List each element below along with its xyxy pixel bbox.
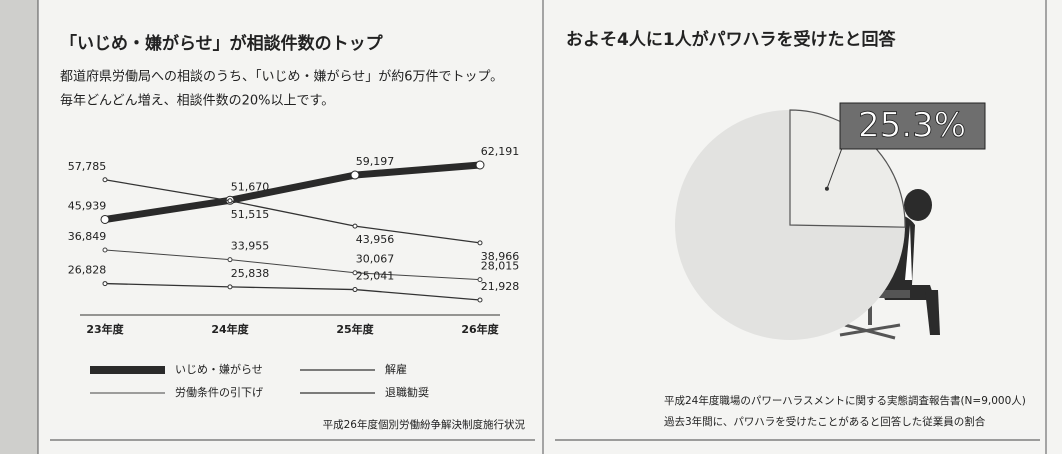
data-label: 21,928	[481, 280, 520, 293]
data-label: 25,838	[231, 267, 270, 280]
x-tick-label: 24年度	[211, 322, 249, 336]
data-label: 30,067	[356, 253, 395, 266]
legend-label: 労働条件の引下げ	[175, 385, 263, 399]
label-box	[839, 102, 986, 150]
point-marker	[227, 284, 233, 290]
point-marker	[477, 277, 483, 283]
data-label: 28,015	[481, 260, 520, 273]
data-label: 51,670	[231, 180, 270, 193]
data-label: 38,966	[481, 250, 520, 263]
point-marker	[227, 198, 233, 204]
subtitle: 毎年どんどん増え、相談件数の20%以上です。	[60, 93, 334, 109]
point-marker	[350, 170, 360, 180]
line	[104, 161, 481, 223]
point-marker	[352, 287, 358, 293]
point-marker	[475, 160, 485, 170]
point-marker	[102, 177, 108, 183]
legend-swatch	[90, 366, 165, 374]
x-tick-label: 25年度	[336, 322, 374, 336]
x-tick-label: 23年度	[86, 322, 124, 336]
point-marker	[477, 240, 483, 246]
data-label: 59,197	[356, 155, 395, 168]
point-marker	[352, 223, 358, 229]
legend-label: 解雇	[385, 362, 407, 376]
point-marker	[102, 281, 108, 287]
chart-title: およそ4人に1人がパワハラを受けたと回答	[566, 29, 896, 50]
x-tick-label: 26年度	[461, 322, 499, 336]
point-marker	[352, 270, 358, 276]
data-label: 43,956	[356, 233, 395, 246]
point-marker	[477, 297, 483, 303]
data-label: 45,939	[68, 199, 107, 212]
data-label: 36,849	[68, 230, 107, 243]
line	[104, 282, 481, 301]
scan-edge	[0, 0, 38, 454]
data-label: 33,955	[231, 240, 270, 253]
line	[104, 179, 481, 244]
legend-label: 退職勧奨	[385, 385, 429, 399]
source: 平成26年度個別労働紛争解決制度施行状況	[323, 418, 526, 431]
point-marker	[100, 214, 110, 224]
data-label: 26,828	[68, 264, 107, 277]
data-label: 25,041	[356, 270, 395, 283]
subtitle: 都道府県労働局への相談のうち、「いじめ・嫌がらせ」が約6万件でトップ。	[60, 69, 503, 85]
line	[104, 249, 481, 281]
point-marker	[227, 257, 233, 263]
data-label: 62,191	[481, 145, 520, 158]
data-label: 51,515	[231, 208, 270, 221]
point-marker	[102, 247, 108, 253]
data-label: 57,785	[68, 160, 107, 173]
legend-label: いじめ・嫌がらせ	[175, 362, 263, 376]
note: 過去3年間に、パワハラを受けたことがあると回答した従業員の割合	[664, 415, 986, 428]
chart-title: 「いじめ・嫌がらせ」が相談件数のトップ	[60, 33, 384, 54]
data-label: 25.3%	[858, 106, 966, 146]
note: 平成24年度職場のパワーハラスメントに関する実態調査報告書(N=9,000人)	[664, 394, 1026, 407]
